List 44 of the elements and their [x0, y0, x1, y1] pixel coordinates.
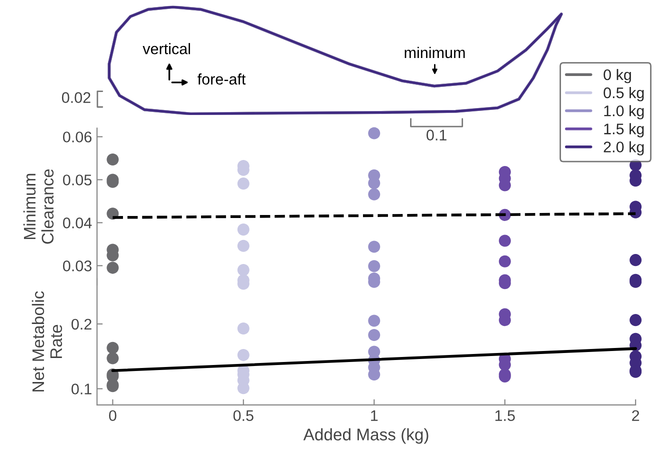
- point: [368, 260, 380, 272]
- y-tick-label: 0.03: [63, 260, 92, 272]
- annotation: 0.1: [426, 130, 446, 140]
- legend-label: 2.0 kg: [604, 141, 644, 156]
- x-axis-title: Added Mass (kg): [303, 428, 428, 444]
- y-tick-label: 0.06: [63, 132, 92, 142]
- y-axis-title: Net Metabolic Rate: [32, 291, 62, 392]
- point: [498, 234, 511, 247]
- text: fore-aft: [198, 73, 246, 85]
- point: [237, 264, 250, 276]
- x-tick-label: 1: [371, 410, 378, 421]
- point: [237, 322, 250, 335]
- point: [237, 240, 250, 252]
- y-tick-label: 0.1: [72, 384, 92, 394]
- legend-label: 1.5 kg: [604, 123, 644, 138]
- point: [630, 314, 642, 326]
- text: 0.02: [62, 92, 90, 103]
- point: [237, 178, 250, 190]
- point: [106, 352, 119, 364]
- point: [237, 224, 250, 236]
- legend-label: 0 kg: [604, 68, 631, 84]
- legend-label: 0.5 kg: [604, 87, 644, 102]
- point: [368, 188, 380, 200]
- point: [106, 153, 119, 166]
- point: [368, 240, 380, 253]
- text: minimum: [404, 46, 465, 58]
- point: [630, 254, 642, 266]
- y-tick-label: 0.05: [63, 174, 92, 186]
- y-tick-label: 0.2: [72, 318, 92, 330]
- y-axis-title: Minimum Clearance: [23, 169, 54, 244]
- x-tick-label: 0.5: [233, 410, 254, 422]
- point: [106, 262, 119, 274]
- point: [368, 127, 380, 140]
- point: [368, 314, 380, 327]
- y-tick-label: 0.04: [63, 218, 92, 228]
- x-tick-label: 2: [632, 410, 640, 421]
- x-tick-label: 0: [109, 410, 116, 422]
- legend-label: 1.0 kg: [604, 105, 644, 120]
- point: [368, 328, 380, 341]
- x-tick-label: 1.5: [495, 410, 515, 422]
- text: vertical: [142, 43, 190, 54]
- point: [498, 255, 511, 268]
- point: [106, 342, 119, 354]
- point: [237, 349, 250, 362]
